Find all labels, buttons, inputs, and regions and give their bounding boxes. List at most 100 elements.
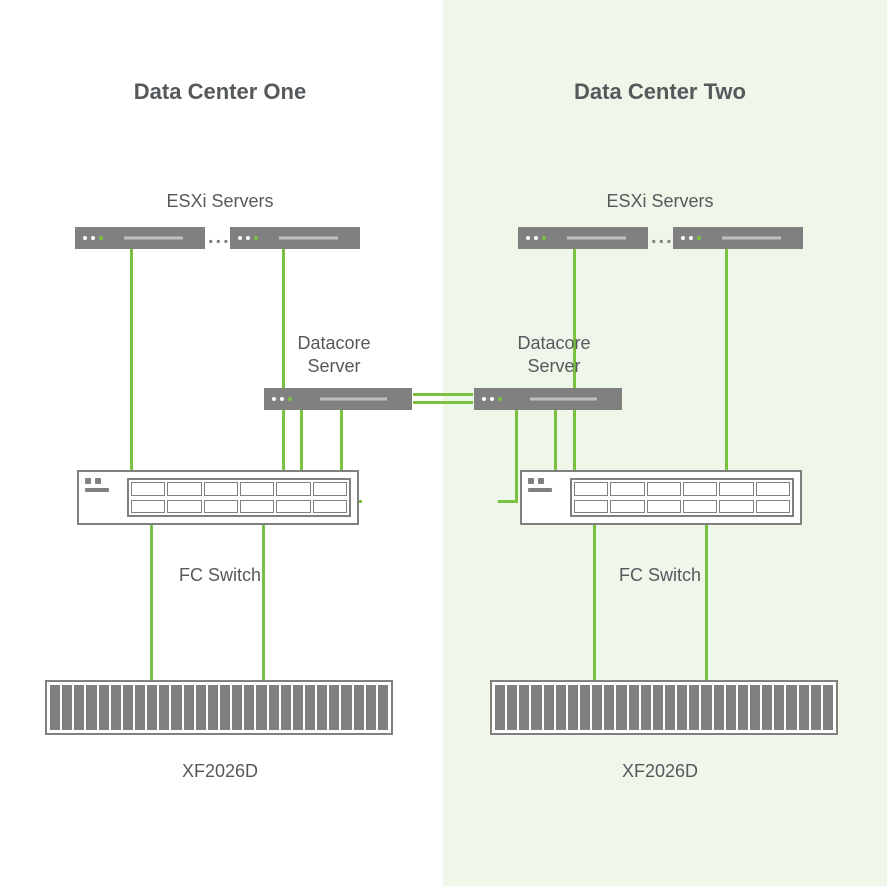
fc-switch-1-port-grid	[127, 478, 351, 517]
storage-xf2026d-2-bay-1	[505, 685, 517, 730]
fc-switch-2-port-1-3	[683, 500, 717, 514]
server-esxi-1b-led-0	[238, 236, 242, 240]
server-esxi-1a-slot	[124, 237, 183, 240]
storage-xf2026d-1-bay-7	[133, 685, 145, 730]
fc-switch-1-port-0-4	[276, 482, 310, 496]
storage-xf2026d-2-bay-15	[675, 685, 687, 730]
storage-xf2026d-2-bay-6	[566, 685, 578, 730]
storage-xf2026d-2-bay-23	[772, 685, 784, 730]
storage-xf2026d-1-bay-3	[84, 685, 96, 730]
storage-xf2026d-2-bay-21	[748, 685, 760, 730]
storage-xf2026d-1-bay-1	[60, 685, 72, 730]
label-esxi1: ESXi Servers	[120, 190, 320, 213]
server-esxi-1b-slot	[279, 237, 338, 240]
ellipsis-dots-1: ...	[208, 226, 231, 249]
storage-xf2026d-2-bay-0	[495, 685, 505, 730]
connection-line-10	[413, 393, 473, 396]
server-esxi-1a	[75, 227, 205, 249]
storage-xf2026d-2-bay-19	[724, 685, 736, 730]
fc-switch-2-port-0-0	[574, 482, 608, 496]
storage-xf2026d-1-bay-20	[291, 685, 303, 730]
fc-switch-2	[520, 470, 802, 525]
storage-xf2026d-2-bay-7	[578, 685, 590, 730]
fc-switch-1-port-1-0	[131, 500, 165, 514]
storage-xf2026d-2-bay-4	[542, 685, 554, 730]
server-datacore-1-led-1	[280, 397, 284, 401]
fc-switch-2-port-grid	[570, 478, 794, 517]
storage-xf2026d-1-bay-27	[376, 685, 388, 730]
fc-switch-1-port-0-0	[131, 482, 165, 496]
storage-xf2026d-2-bay-18	[712, 685, 724, 730]
label-storage2: XF2026D	[560, 760, 760, 783]
fc-switch-2-port-1-5	[756, 500, 790, 514]
storage-xf2026d-1-bay-15	[230, 685, 242, 730]
connection-line-4	[300, 410, 303, 470]
storage-xf2026d-1-bay-25	[352, 685, 364, 730]
ellipsis-dots-2: ...	[651, 226, 674, 249]
diagram-stage: Data Center OneData Center TwoESXi Serve…	[0, 0, 887, 886]
title-dc1: Data Center One	[60, 78, 380, 106]
server-datacore-2-led-0	[482, 397, 486, 401]
storage-xf2026d-2-bay-16	[687, 685, 699, 730]
fc-switch-2-port-1-0	[574, 500, 608, 514]
fc-switch-2-indicator-0	[528, 478, 534, 484]
bg-right-panel	[443, 0, 887, 886]
storage-xf2026d-2-bay-3	[529, 685, 541, 730]
storage-xf2026d-2-bay-12	[639, 685, 651, 730]
server-esxi-2b-led-2	[697, 236, 701, 240]
fc-switch-1-indicator-0	[85, 478, 91, 484]
fc-switch-2-port-1-1	[610, 500, 644, 514]
storage-xf2026d-1-bay-6	[121, 685, 133, 730]
label-datacore1: Datacore Server	[264, 332, 404, 377]
storage-xf2026d-2-bay-17	[699, 685, 711, 730]
server-esxi-2a-slot	[567, 237, 626, 240]
storage-xf2026d-1-bay-11	[182, 685, 194, 730]
fc-switch-2-indicator-1	[538, 478, 544, 484]
server-esxi-2b-led-0	[681, 236, 685, 240]
storage-xf2026d-1-bay-13	[206, 685, 218, 730]
fc-switch-1-port-0-3	[240, 482, 274, 496]
server-datacore-1-led-2	[288, 397, 292, 401]
storage-xf2026d-1-bay-26	[364, 685, 376, 730]
storage-xf2026d-1-bay-12	[194, 685, 206, 730]
storage-xf2026d-1-bay-21	[303, 685, 315, 730]
connection-line-8	[515, 410, 518, 502]
storage-xf2026d-1-bay-0	[50, 685, 60, 730]
server-datacore-2-led-1	[490, 397, 494, 401]
fc-switch-2-port-row-0	[572, 480, 792, 498]
storage-xf2026d-2-bay-11	[627, 685, 639, 730]
fc-switch-2-port-0-5	[756, 482, 790, 496]
server-esxi-1a-led-2	[99, 236, 103, 240]
fc-switch-2-indicator-bar	[528, 488, 552, 492]
storage-xf2026d-2-bay-9	[602, 685, 614, 730]
fc-switch-2-port-0-3	[683, 482, 717, 496]
connection-line-9	[498, 500, 518, 503]
storage-xf2026d-1-bay-14	[218, 685, 230, 730]
storage-xf2026d-1-bay-18	[267, 685, 279, 730]
server-datacore-1-slot	[320, 398, 387, 401]
storage-xf2026d-2-bay-26	[809, 685, 821, 730]
server-esxi-2b-slot	[722, 237, 781, 240]
storage-xf2026d-1-bay-4	[97, 685, 109, 730]
storage-xf2026d-2-bay-5	[554, 685, 566, 730]
server-datacore-2-slot	[530, 398, 597, 401]
storage-xf2026d-2	[490, 680, 838, 735]
server-esxi-1b	[230, 227, 360, 249]
label-esxi2: ESXi Servers	[560, 190, 760, 213]
storage-xf2026d-1-bay-19	[279, 685, 291, 730]
storage-xf2026d-1-bay-22	[315, 685, 327, 730]
server-datacore-2	[474, 388, 622, 410]
storage-xf2026d-1-bay-16	[242, 685, 254, 730]
storage-xf2026d-2-bay-14	[663, 685, 675, 730]
fc-switch-1-port-row-1	[129, 498, 349, 516]
fc-switch-1-port-1-5	[313, 500, 347, 514]
connection-line-0	[130, 249, 133, 470]
fc-switch-2-port-0-2	[647, 482, 681, 496]
server-esxi-2a-led-0	[526, 236, 530, 240]
label-storage1: XF2026D	[120, 760, 320, 783]
fc-switch-2-port-1-2	[647, 500, 681, 514]
fc-switch-1-port-0-5	[313, 482, 347, 496]
server-esxi-2a-led-2	[542, 236, 546, 240]
server-esxi-1b-led-2	[254, 236, 258, 240]
server-esxi-1a-led-1	[91, 236, 95, 240]
